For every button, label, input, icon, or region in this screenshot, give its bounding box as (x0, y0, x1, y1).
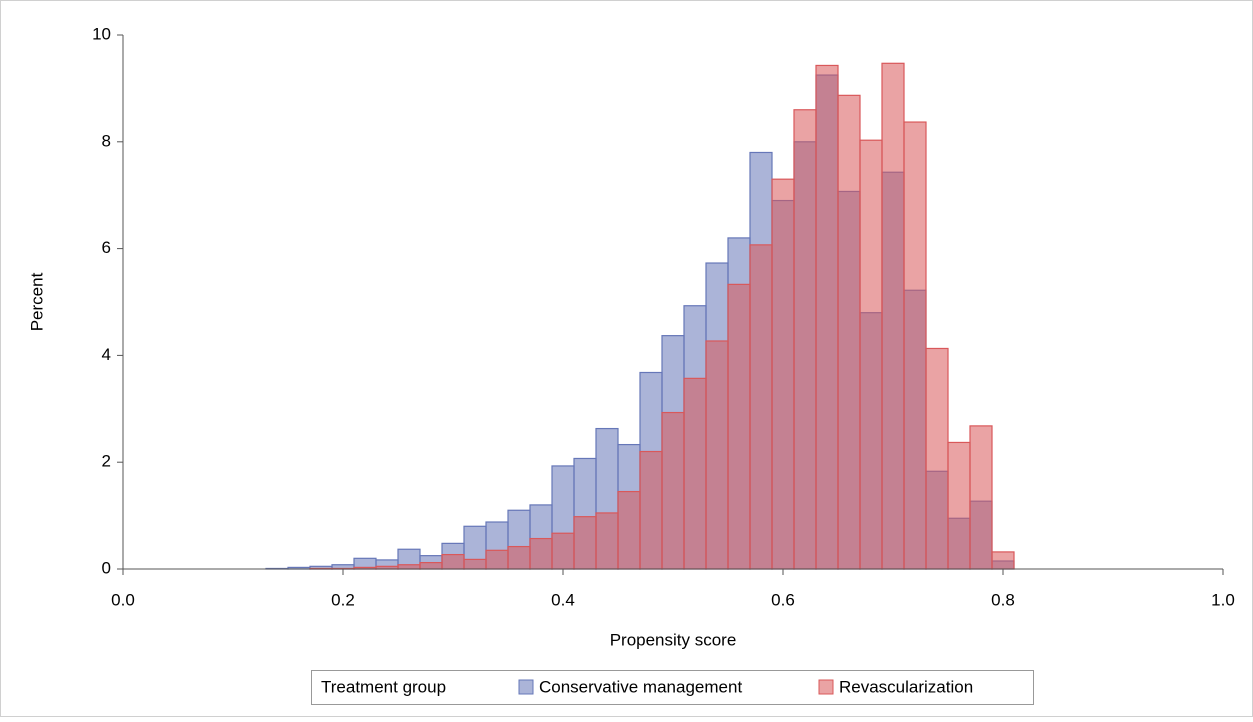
bar (793, 109, 817, 570)
bar (551, 532, 575, 570)
legend-box (311, 670, 1034, 705)
x-tick-label: 0.8 (991, 590, 1015, 609)
bar (705, 340, 729, 570)
y-tick-label: 2 (102, 452, 111, 471)
bar (485, 549, 509, 570)
y-tick-label: 0 (102, 558, 111, 577)
legend-label: Conservative management (539, 677, 742, 696)
bar (947, 441, 971, 570)
x-tick-label: 1.0 (1211, 590, 1235, 609)
bar (749, 244, 773, 570)
bar (727, 283, 751, 570)
y-tick-label: 6 (102, 238, 111, 257)
bar (683, 377, 707, 570)
bar (815, 64, 839, 570)
y-tick-label: 10 (92, 24, 111, 43)
bar (903, 121, 927, 570)
bar (639, 450, 663, 570)
bar (419, 561, 443, 570)
bar (837, 94, 861, 570)
legend-swatch (518, 679, 534, 695)
legend-title: Treatment group (321, 677, 446, 696)
bar (859, 139, 883, 570)
bar (771, 178, 795, 570)
bar (661, 411, 685, 570)
bar (463, 558, 487, 570)
bar (441, 553, 465, 570)
bar (529, 537, 553, 570)
x-tick-label: 0.0 (111, 590, 135, 609)
y-tick-label: 8 (102, 131, 111, 150)
legend-swatch (818, 679, 834, 695)
bar (595, 512, 619, 570)
x-tick-label: 0.2 (331, 590, 355, 609)
x-tick-label: 0.6 (771, 590, 795, 609)
bar (881, 62, 905, 570)
bar (991, 551, 1015, 570)
legend-label: Revascularization (839, 677, 973, 696)
bar (617, 490, 641, 570)
y-axis-label: Percent (27, 272, 46, 331)
x-tick-label: 0.4 (551, 590, 575, 609)
bar (925, 347, 949, 570)
y-tick-label: 4 (102, 345, 111, 364)
bar (397, 564, 421, 570)
bar (507, 545, 531, 570)
x-axis-label: Propensity score (610, 630, 737, 649)
bar (573, 516, 597, 570)
bar (969, 425, 993, 570)
